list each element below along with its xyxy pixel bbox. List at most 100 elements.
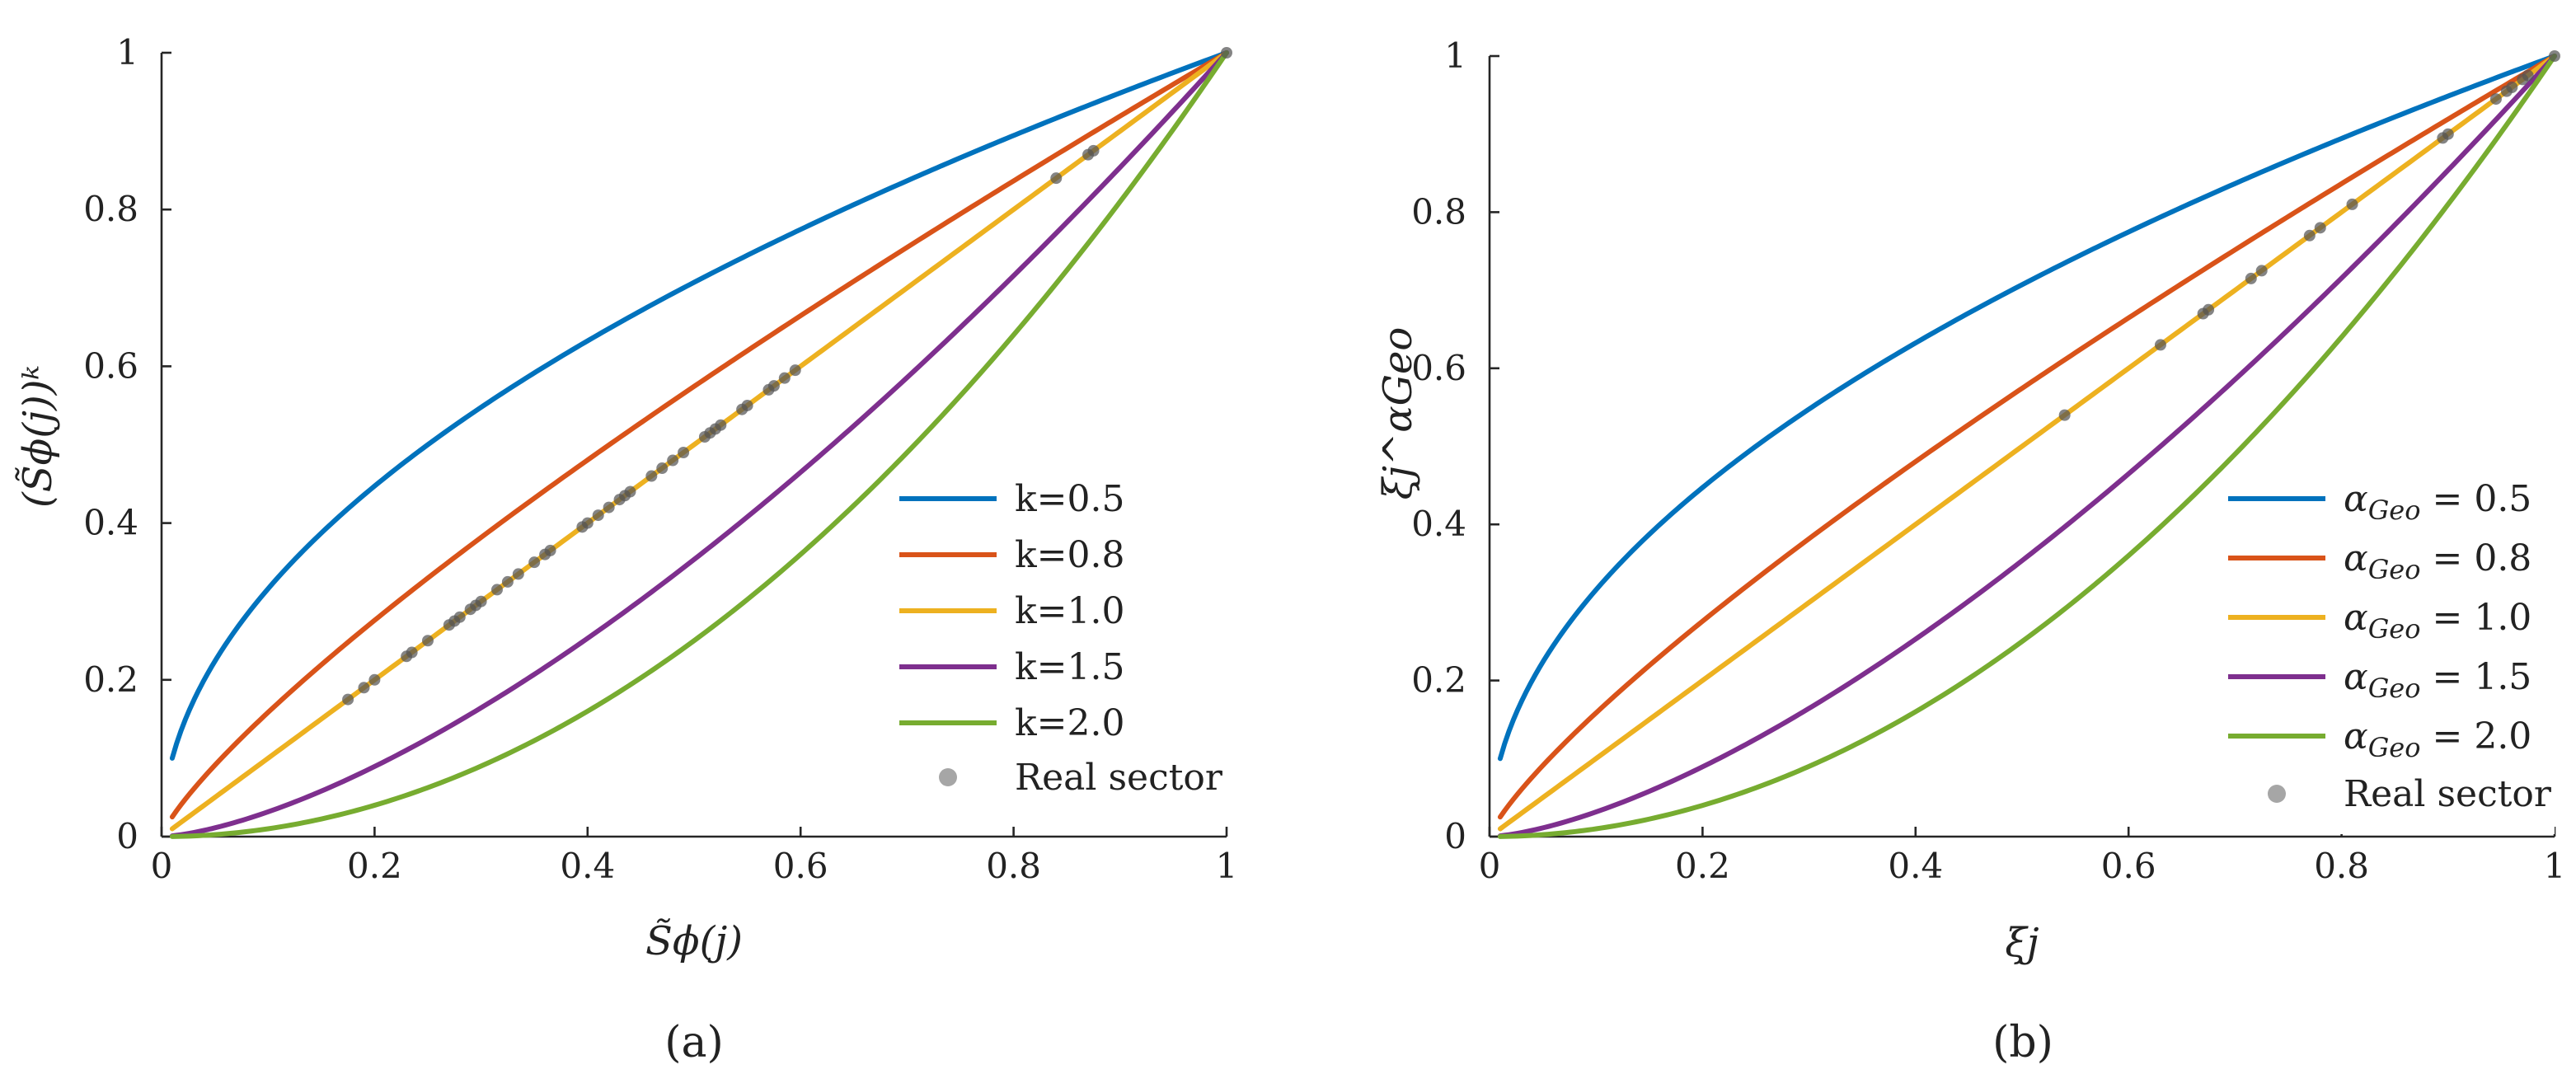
y-tick-label: 0.8 bbox=[1411, 191, 1466, 232]
real-sector-point bbox=[475, 595, 487, 607]
real-sector-point bbox=[528, 556, 541, 569]
real-sector-point bbox=[501, 575, 514, 588]
real-sector-point bbox=[490, 584, 503, 596]
legend-label: k=0.5 bbox=[1015, 478, 1125, 520]
legend-label: k=2.0 bbox=[1015, 702, 1125, 744]
y-tick-label: 0 bbox=[116, 816, 138, 856]
y-axis-label: ξj^αGeo bbox=[1375, 327, 1421, 500]
real-sector-point bbox=[592, 509, 604, 522]
real-sector-point bbox=[2522, 69, 2534, 82]
real-sector-point bbox=[2303, 229, 2316, 242]
real-sector-point bbox=[741, 399, 753, 411]
legend-label: k=1.5 bbox=[1015, 646, 1125, 688]
real-sector-point bbox=[358, 682, 370, 694]
series-line bbox=[1497, 54, 2557, 839]
y-tick-label: 0.6 bbox=[83, 345, 138, 386]
panel-b: 0 0.2 0.4 0.6 0.8 1 0 0.2 0.4 0.6 0.8 1 ξj ξj^αGeo (b)… bbox=[1375, 35, 2565, 1067]
series-line bbox=[1497, 54, 2557, 839]
legend-label: Real sector bbox=[1015, 757, 1223, 799]
real-sector-point bbox=[2203, 303, 2215, 316]
x-tick-label: 0.2 bbox=[347, 846, 402, 886]
real-sector-point bbox=[2245, 272, 2257, 284]
x-tick-label: 1 bbox=[1216, 846, 1238, 886]
x-tick-label: 0.8 bbox=[2314, 846, 2369, 886]
legend-label: αGeo = 0.8 bbox=[2344, 537, 2531, 585]
y-tick-label: 0.2 bbox=[1411, 660, 1466, 701]
x-axis-label: ξj bbox=[2005, 920, 2039, 966]
x-tick-label: 0 bbox=[151, 846, 173, 886]
real-sector-point bbox=[342, 693, 354, 706]
real-sector-point bbox=[2255, 265, 2268, 277]
y-tick-label: 0.8 bbox=[83, 189, 138, 229]
real-sector-point bbox=[406, 646, 418, 659]
real-sector-point bbox=[453, 611, 466, 623]
legend-label: Real sector bbox=[2344, 773, 2552, 815]
real-sector-point bbox=[678, 447, 690, 459]
x-tick-label: 0.6 bbox=[773, 846, 828, 886]
y-tick-label: 0.4 bbox=[1411, 504, 1466, 544]
real-sector-point bbox=[2549, 50, 2560, 62]
legend-label: αGeo = 1.0 bbox=[2344, 597, 2531, 645]
legend-label: k=1.0 bbox=[1015, 590, 1125, 632]
panel-caption: (b) bbox=[1992, 1018, 2053, 1067]
series-line bbox=[169, 50, 1229, 839]
real-sector-point bbox=[789, 364, 801, 377]
y-tick-label: 0.2 bbox=[83, 659, 138, 700]
real-sector-point bbox=[2506, 81, 2518, 93]
real-sector-point bbox=[1221, 47, 1232, 59]
x-tick-label: 0.2 bbox=[1675, 846, 1730, 886]
real-sector-point bbox=[767, 380, 780, 392]
real-sector-point bbox=[2314, 222, 2326, 234]
real-sector-point bbox=[1050, 172, 1063, 185]
real-sector-point bbox=[778, 372, 791, 384]
real-sector-point bbox=[2154, 339, 2166, 351]
real-sector-point bbox=[1087, 144, 1100, 157]
real-sector-point bbox=[422, 635, 434, 647]
legend-label: αGeo = 2.0 bbox=[2344, 715, 2531, 763]
y-axis-label: (S̃ϕ(j))ᵏ bbox=[13, 365, 61, 508]
x-tick-label: 0 bbox=[1479, 846, 1501, 886]
y-tick-label: 0 bbox=[1444, 816, 1466, 856]
real-sector-point bbox=[2442, 128, 2454, 140]
x-tick-label: 1 bbox=[2544, 846, 2566, 886]
real-sector-point bbox=[2346, 198, 2358, 210]
real-sector-point bbox=[656, 462, 669, 475]
x-tick-label: 0.6 bbox=[2101, 846, 2156, 886]
x-axis-label: S̃ϕ(j) bbox=[645, 917, 743, 964]
x-tick-label: 0.4 bbox=[1888, 846, 1943, 886]
legend-swatch-dot bbox=[939, 768, 957, 786]
real-sector-point bbox=[2489, 93, 2502, 106]
real-sector-point bbox=[368, 673, 381, 686]
real-sector-point bbox=[581, 517, 594, 529]
legend-label: αGeo = 0.5 bbox=[2344, 478, 2531, 526]
series-line bbox=[169, 50, 1229, 820]
legend: αGeo = 0.5 αGeo = 0.8 αGeo = 1.0 αGeo = 1.5… bbox=[2222, 471, 2555, 834]
series-line bbox=[1497, 54, 2557, 832]
real-sector-point bbox=[667, 454, 679, 467]
y-tick-label: 1 bbox=[1444, 35, 1466, 76]
legend-label: k=0.8 bbox=[1015, 534, 1125, 576]
legend-label: αGeo = 1.5 bbox=[2344, 656, 2531, 704]
real-sector-point bbox=[512, 568, 524, 580]
legend-swatch-dot bbox=[2268, 785, 2286, 803]
legend-background bbox=[2222, 471, 2555, 834]
legend: k=0.5 k=0.8 k=1.0 k=1.5 k=2.0 Real sector bbox=[893, 471, 1227, 811]
real-sector-point bbox=[645, 470, 658, 482]
series-line bbox=[169, 50, 1229, 761]
panel-caption: (a) bbox=[664, 1018, 724, 1067]
real-sector-point bbox=[715, 419, 727, 431]
y-tick-label: 0.4 bbox=[83, 503, 138, 543]
real-sector-point bbox=[2058, 409, 2071, 421]
series-line bbox=[1497, 54, 2557, 762]
series-line bbox=[169, 50, 1229, 839]
legend-background bbox=[893, 471, 1227, 811]
x-tick-label: 0.8 bbox=[986, 846, 1041, 886]
real-sector-point bbox=[603, 501, 615, 514]
real-sector-point bbox=[544, 544, 556, 556]
real-sector-point bbox=[624, 485, 636, 498]
series-line bbox=[1497, 54, 2557, 820]
y-tick-label: 1 bbox=[116, 32, 138, 73]
y-tick-label: 0.6 bbox=[1411, 348, 1466, 388]
x-tick-label: 0.4 bbox=[560, 846, 615, 886]
